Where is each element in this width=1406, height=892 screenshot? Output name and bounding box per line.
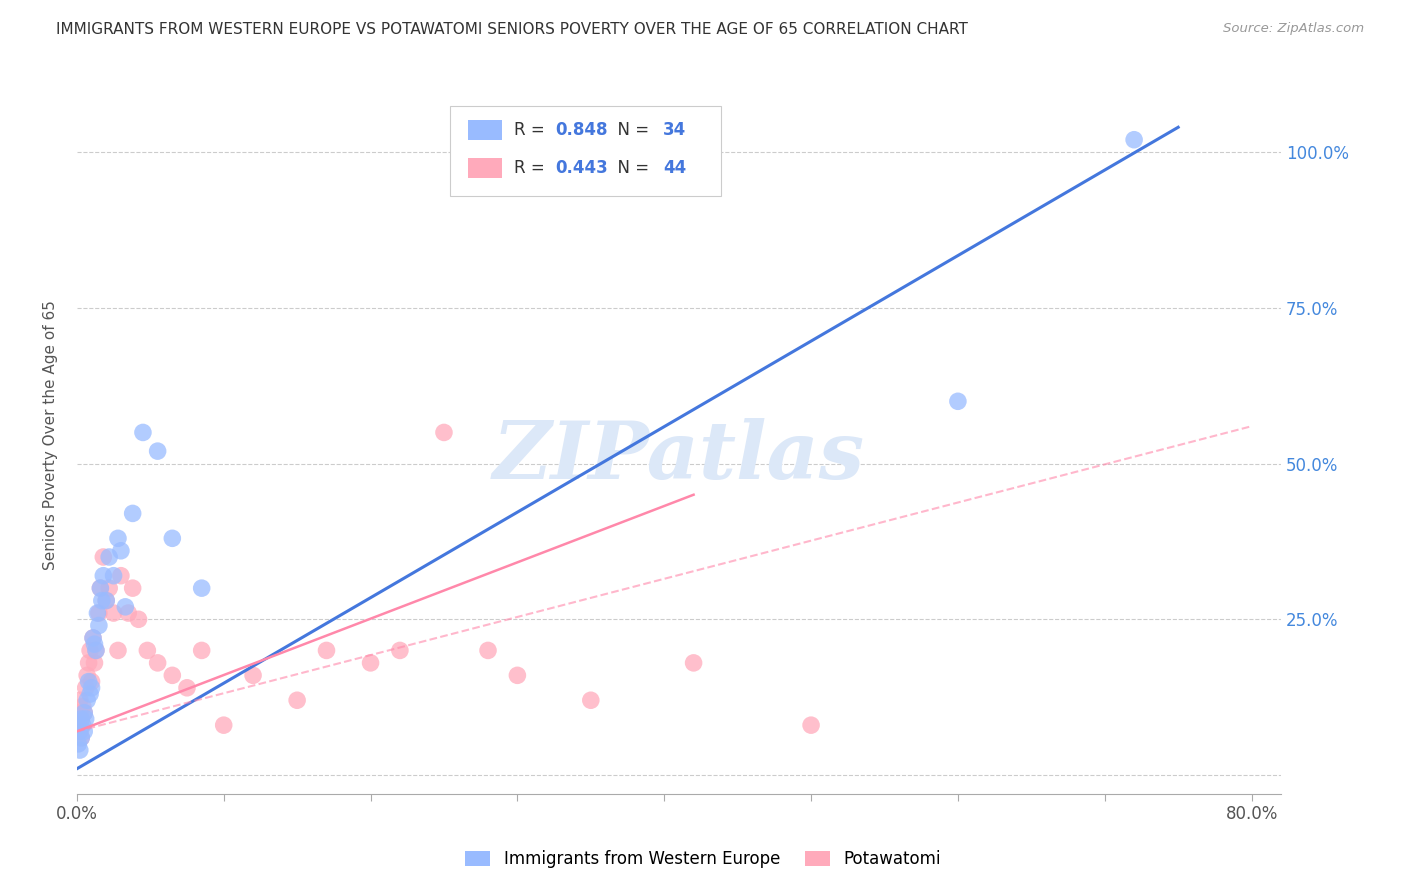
Point: [80, 681, 103, 695]
Point: [433, 425, 456, 440]
Legend: Immigrants from Western Europe, Potawatomi: Immigrants from Western Europe, Potawato…: [458, 844, 948, 875]
Text: 34: 34: [664, 120, 686, 139]
Point: [67, 718, 90, 732]
Text: N =: N =: [606, 120, 654, 139]
Point: [77, 656, 100, 670]
Point: [110, 543, 132, 558]
Point: [107, 531, 129, 545]
Point: [83, 637, 105, 651]
Point: [128, 612, 150, 626]
Point: [107, 643, 129, 657]
Point: [162, 668, 184, 682]
Point: [315, 643, 337, 657]
Point: [84, 643, 107, 657]
Point: [1123, 133, 1146, 147]
Point: [70, 731, 93, 745]
Point: [91, 549, 114, 564]
Point: [69, 724, 91, 739]
Point: [146, 656, 169, 670]
Point: [136, 643, 159, 657]
Point: [67, 737, 90, 751]
Point: [70, 731, 93, 745]
Point: [682, 656, 704, 670]
Point: [91, 568, 114, 582]
Point: [87, 618, 110, 632]
Text: IMMIGRANTS FROM WESTERN EUROPE VS POTAWATOMI SENIORS POVERTY OVER THE AGE OF 65 : IMMIGRANTS FROM WESTERN EUROPE VS POTAWA…: [56, 22, 969, 37]
Point: [90, 593, 112, 607]
Text: R =: R =: [515, 120, 550, 139]
FancyBboxPatch shape: [468, 120, 502, 140]
Point: [77, 674, 100, 689]
Point: [69, 724, 91, 739]
Y-axis label: Seniors Poverty Over the Age of 65: Seniors Poverty Over the Age of 65: [44, 301, 58, 571]
Point: [98, 581, 121, 595]
Text: N =: N =: [606, 160, 654, 178]
Point: [121, 581, 143, 595]
Point: [579, 693, 602, 707]
Point: [72, 718, 94, 732]
Text: ZIPatlas: ZIPatlas: [494, 418, 865, 496]
Point: [82, 631, 104, 645]
Point: [212, 718, 235, 732]
Point: [69, 743, 91, 757]
Point: [89, 581, 111, 595]
Point: [80, 674, 103, 689]
Point: [242, 668, 264, 682]
Text: 0.848: 0.848: [555, 120, 607, 139]
Point: [946, 394, 969, 409]
FancyBboxPatch shape: [450, 106, 721, 195]
Point: [83, 656, 105, 670]
Point: [76, 693, 98, 707]
Point: [69, 693, 91, 707]
Point: [70, 712, 93, 726]
Point: [79, 687, 101, 701]
Point: [73, 724, 96, 739]
Text: Source: ZipAtlas.com: Source: ZipAtlas.com: [1223, 22, 1364, 36]
Point: [84, 643, 107, 657]
Point: [87, 606, 110, 620]
FancyBboxPatch shape: [468, 159, 502, 178]
Point: [82, 631, 104, 645]
Point: [70, 712, 93, 726]
Point: [73, 706, 96, 720]
Point: [121, 507, 143, 521]
Point: [67, 706, 90, 720]
Point: [800, 718, 823, 732]
Point: [506, 668, 529, 682]
Point: [98, 549, 121, 564]
Point: [477, 643, 499, 657]
Point: [96, 593, 118, 607]
Point: [86, 606, 108, 620]
Text: 44: 44: [664, 160, 686, 178]
Point: [132, 425, 155, 440]
Point: [89, 581, 111, 595]
Point: [190, 581, 212, 595]
Point: [103, 568, 125, 582]
Point: [285, 693, 308, 707]
Point: [73, 706, 96, 720]
Point: [114, 599, 136, 614]
Point: [176, 681, 198, 695]
Point: [110, 568, 132, 582]
Point: [75, 681, 97, 695]
Text: R =: R =: [515, 160, 550, 178]
Point: [190, 643, 212, 657]
Point: [162, 531, 184, 545]
Point: [96, 593, 118, 607]
Point: [79, 643, 101, 657]
Point: [117, 606, 139, 620]
Point: [75, 712, 97, 726]
Point: [146, 444, 169, 458]
Point: [72, 699, 94, 714]
Text: 0.443: 0.443: [555, 160, 607, 178]
Point: [360, 656, 382, 670]
Point: [103, 606, 125, 620]
Point: [388, 643, 411, 657]
Point: [76, 668, 98, 682]
